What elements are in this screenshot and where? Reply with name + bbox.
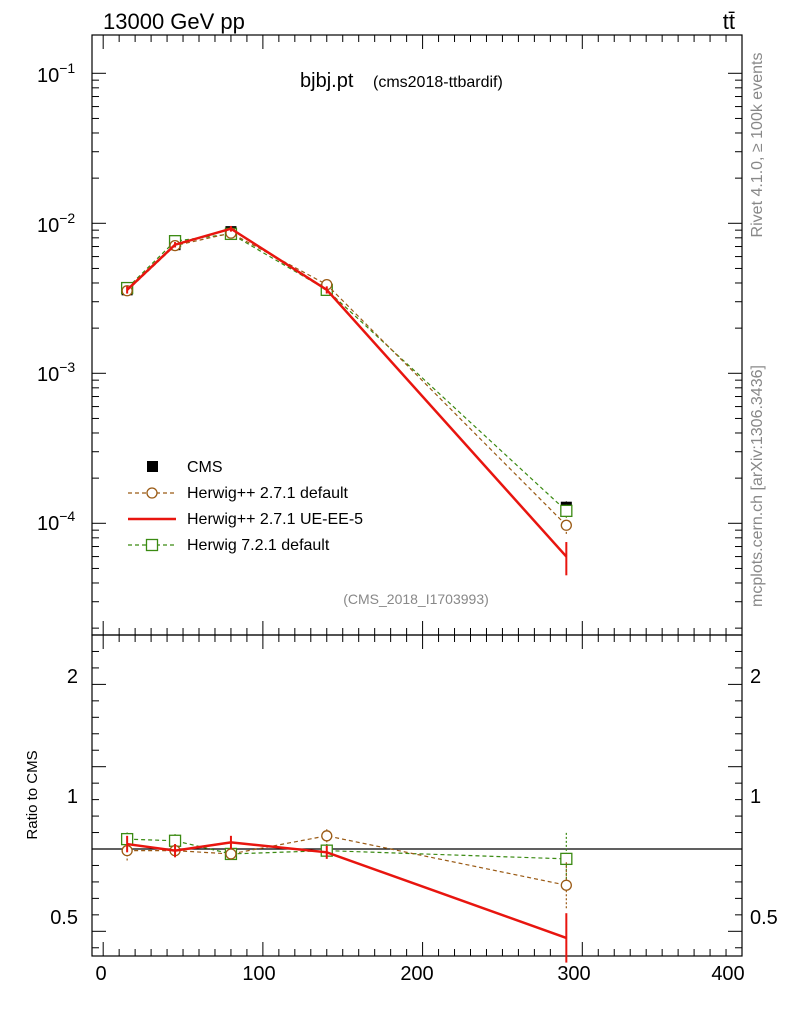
main-point-herwig-7-2-1-default [560, 504, 573, 518]
chart-title: bjbj.pt [300, 70, 354, 92]
ratio-line-herwig-2-7-1-ue-ee-5 [126, 841, 567, 940]
ratio-line-herwig-2-7-1-default [127, 835, 567, 886]
chart-subtitle: (cms2018-ttbardif) [373, 74, 503, 91]
x-tick-label-200: 200 [400, 963, 433, 985]
legend-label-cms: CMS [187, 459, 223, 476]
x-tick-label-400: 400 [711, 963, 744, 985]
ratio-y-tick-label-right-1: 1 [750, 786, 761, 808]
y-tick-label-0.001: 10−3 [37, 359, 75, 386]
legend-label-herwig-271-default: Herwig++ 2.7.1 default [187, 485, 349, 502]
y-tick-label-0.0001: 10−4 [37, 508, 75, 535]
main-line-herwig-7-2-1-default [126, 233, 567, 512]
main-series-layer [120, 225, 573, 576]
ratio-y-tick-label-2: 2 [67, 666, 78, 688]
ratio-panel-frame [91, 634, 743, 957]
ratio-y-tick-label-right-0.5: 0.5 [750, 907, 778, 929]
legend-marker-cms [147, 461, 158, 472]
process-label: tt̄ [723, 9, 735, 34]
rivet-version-label: Rivet 4.1.0, ≥ 100k events [749, 53, 766, 238]
energy-label: 13000 GeV pp [103, 9, 245, 34]
ratio-point-herwig-2-7-1-default [560, 879, 572, 891]
legend: CMS Herwig++ 2.7.1 default Herwig++ 2.7.… [128, 459, 363, 554]
analysis-watermark: (CMS_2018_I1703993) [343, 591, 489, 607]
x-tick-label-100: 100 [242, 963, 275, 985]
legend-label-herwig-271-ueee5: Herwig++ 2.7.1 UE-EE-5 [187, 511, 363, 528]
ratio-y-tick-label-1: 1 [67, 786, 78, 808]
ratio-axis-ticks [92, 634, 743, 956]
mcplots-label: mcplots.cern.ch [arXiv:1306.3436] [749, 365, 766, 607]
legend-marker-herwig-271-default [146, 487, 158, 499]
ratio-y-tick-label-right-2: 2 [750, 666, 761, 688]
y-tick-label-0.01: 10−2 [37, 210, 75, 237]
main-line-herwig-2-7-1-ue-ee-5 [126, 227, 568, 558]
legend-marker-herwig-721-default [145, 538, 159, 552]
ratio-point-herwig-2-7-1-default [225, 848, 237, 860]
legend-label-herwig-721-default: Herwig 7.2.1 default [187, 537, 330, 554]
main-point-herwig-2-7-1-default [560, 519, 572, 531]
x-tick-label-0: 0 [95, 963, 106, 985]
ratio-y-tick-label-0.5: 0.5 [50, 907, 78, 929]
ratio-y-axis-label: Ratio to CMS [24, 750, 41, 839]
y-tick-label-0.1: 10−1 [37, 60, 75, 87]
x-tick-label-300: 300 [557, 963, 590, 985]
main-axis-ticks [92, 35, 743, 649]
ratio-point-herwig-7-2-1-default [560, 852, 573, 866]
ratio-point-herwig-2-7-1-default [321, 830, 333, 842]
ratio-series-layer [120, 829, 573, 963]
